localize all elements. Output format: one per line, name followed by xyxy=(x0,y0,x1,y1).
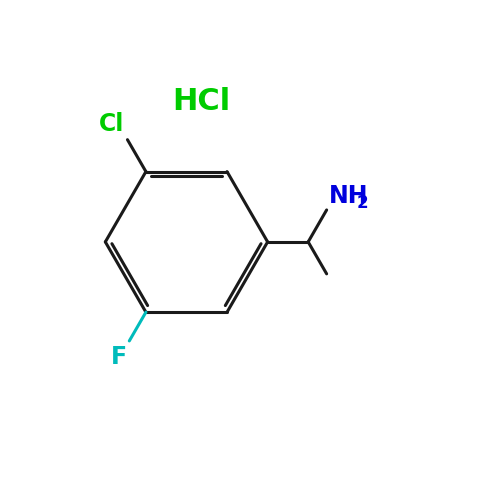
Text: Cl: Cl xyxy=(99,112,125,136)
Text: HCl: HCl xyxy=(172,87,230,116)
Text: NH: NH xyxy=(329,184,368,208)
Text: 2: 2 xyxy=(356,194,368,212)
Text: F: F xyxy=(111,344,127,369)
